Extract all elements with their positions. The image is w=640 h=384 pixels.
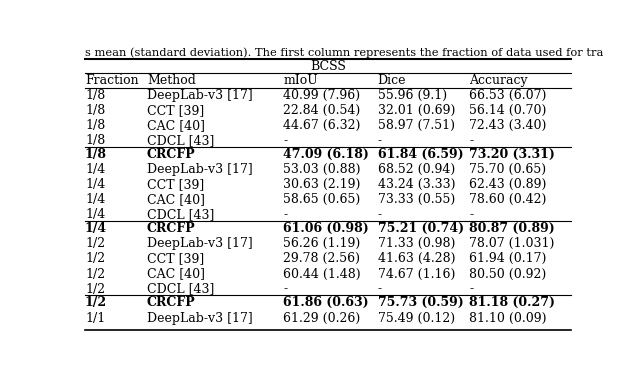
- Text: CCT [39]: CCT [39]: [147, 178, 204, 191]
- Text: 80.87 (0.89): 80.87 (0.89): [469, 222, 555, 235]
- Text: 56.14 (0.70): 56.14 (0.70): [469, 104, 547, 117]
- Text: CCT [39]: CCT [39]: [147, 252, 204, 265]
- Text: DeepLab-v3 [17]: DeepLab-v3 [17]: [147, 311, 253, 324]
- Text: 78.60 (0.42): 78.60 (0.42): [469, 193, 547, 206]
- Text: -: -: [284, 283, 287, 296]
- Text: 1/8: 1/8: [85, 134, 105, 147]
- Text: 1/4: 1/4: [85, 163, 105, 176]
- Text: Fraction: Fraction: [85, 74, 139, 87]
- Text: CCT [39]: CCT [39]: [147, 104, 204, 117]
- Text: 66.53 (6.07): 66.53 (6.07): [469, 89, 547, 102]
- Text: 75.73 (0.59): 75.73 (0.59): [378, 296, 463, 310]
- Text: 1/8: 1/8: [85, 119, 105, 132]
- Text: -: -: [378, 134, 381, 147]
- Text: CAC [40]: CAC [40]: [147, 119, 205, 132]
- Text: CRCFP: CRCFP: [147, 296, 196, 310]
- Text: 29.78 (2.56): 29.78 (2.56): [284, 252, 360, 265]
- Text: -: -: [378, 209, 381, 222]
- Text: 32.01 (0.69): 32.01 (0.69): [378, 104, 455, 117]
- Text: 30.63 (2.19): 30.63 (2.19): [284, 178, 361, 191]
- Text: CAC [40]: CAC [40]: [147, 268, 205, 280]
- Text: 1/2: 1/2: [85, 237, 105, 250]
- Text: 47.09 (6.18): 47.09 (6.18): [284, 148, 369, 161]
- Text: 68.52 (0.94): 68.52 (0.94): [378, 163, 455, 176]
- Text: 81.18 (0.27): 81.18 (0.27): [469, 296, 556, 310]
- Text: 1/8: 1/8: [85, 148, 107, 161]
- Text: 73.33 (0.55): 73.33 (0.55): [378, 193, 455, 206]
- Text: 1/8: 1/8: [85, 104, 105, 117]
- Text: 61.29 (0.26): 61.29 (0.26): [284, 311, 360, 324]
- Text: 74.67 (1.16): 74.67 (1.16): [378, 268, 455, 280]
- Text: -: -: [469, 134, 474, 147]
- Text: s mean (standard deviation). The first column represents the fraction of data us: s mean (standard deviation). The first c…: [85, 48, 604, 58]
- Text: 58.97 (7.51): 58.97 (7.51): [378, 119, 454, 132]
- Text: CAC [40]: CAC [40]: [147, 193, 205, 206]
- Text: 71.33 (0.98): 71.33 (0.98): [378, 237, 455, 250]
- Text: 62.43 (0.89): 62.43 (0.89): [469, 178, 547, 191]
- Text: -: -: [469, 283, 474, 296]
- Text: CRCFP: CRCFP: [147, 222, 196, 235]
- Text: Accuracy: Accuracy: [469, 74, 528, 87]
- Text: 1/2: 1/2: [85, 296, 107, 310]
- Text: 1/4: 1/4: [85, 222, 107, 235]
- Text: CRCFP: CRCFP: [147, 148, 196, 161]
- Text: 80.50 (0.92): 80.50 (0.92): [469, 268, 547, 280]
- Text: 61.94 (0.17): 61.94 (0.17): [469, 252, 547, 265]
- Text: 1/2: 1/2: [85, 283, 105, 296]
- Text: 81.10 (0.09): 81.10 (0.09): [469, 311, 547, 324]
- Text: 72.43 (3.40): 72.43 (3.40): [469, 119, 547, 132]
- Text: 1/4: 1/4: [85, 193, 105, 206]
- Text: 75.49 (0.12): 75.49 (0.12): [378, 311, 455, 324]
- Text: mIoU: mIoU: [284, 74, 318, 87]
- Text: 73.20 (3.31): 73.20 (3.31): [469, 148, 556, 161]
- Text: DeepLab-v3 [17]: DeepLab-v3 [17]: [147, 237, 253, 250]
- Text: 44.67 (6.32): 44.67 (6.32): [284, 119, 361, 132]
- Text: 75.21 (0.74): 75.21 (0.74): [378, 222, 464, 235]
- Text: DeepLab-v3 [17]: DeepLab-v3 [17]: [147, 163, 253, 176]
- Text: CDCL [43]: CDCL [43]: [147, 209, 214, 222]
- Text: 43.24 (3.33): 43.24 (3.33): [378, 178, 455, 191]
- Text: -: -: [284, 134, 287, 147]
- Text: 1/1: 1/1: [85, 311, 105, 324]
- Text: CDCL [43]: CDCL [43]: [147, 134, 214, 147]
- Text: 1/4: 1/4: [85, 209, 105, 222]
- Text: DeepLab-v3 [17]: DeepLab-v3 [17]: [147, 89, 253, 102]
- Text: 60.44 (1.48): 60.44 (1.48): [284, 268, 361, 280]
- Text: -: -: [469, 209, 474, 222]
- Text: 61.86 (0.63): 61.86 (0.63): [284, 296, 369, 310]
- Text: 53.03 (0.88): 53.03 (0.88): [284, 163, 361, 176]
- Text: 40.99 (7.96): 40.99 (7.96): [284, 89, 360, 102]
- Text: CDCL [43]: CDCL [43]: [147, 283, 214, 296]
- Text: 1/2: 1/2: [85, 252, 105, 265]
- Text: 1/4: 1/4: [85, 178, 105, 191]
- Text: 58.65 (0.65): 58.65 (0.65): [284, 193, 360, 206]
- Text: 75.70 (0.65): 75.70 (0.65): [469, 163, 547, 176]
- Text: 1/8: 1/8: [85, 89, 105, 102]
- Text: -: -: [378, 283, 381, 296]
- Text: 55.96 (9.1): 55.96 (9.1): [378, 89, 447, 102]
- Text: 61.06 (0.98): 61.06 (0.98): [284, 222, 369, 235]
- Text: 41.63 (4.28): 41.63 (4.28): [378, 252, 455, 265]
- Text: BCSS: BCSS: [310, 60, 346, 73]
- Text: -: -: [284, 209, 287, 222]
- Text: 56.26 (1.19): 56.26 (1.19): [284, 237, 360, 250]
- Text: Method: Method: [147, 74, 196, 87]
- Text: 78.07 (1.031): 78.07 (1.031): [469, 237, 555, 250]
- Text: 1/2: 1/2: [85, 268, 105, 280]
- Text: 22.84 (0.54): 22.84 (0.54): [284, 104, 360, 117]
- Text: 61.84 (6.59): 61.84 (6.59): [378, 148, 463, 161]
- Text: Dice: Dice: [378, 74, 406, 87]
